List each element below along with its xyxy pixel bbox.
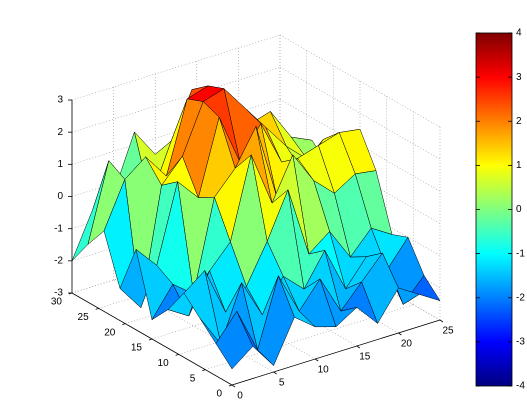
colorbar-tick-label: -3 — [516, 337, 525, 348]
grid-line — [279, 34, 441, 128]
x-tick — [314, 358, 319, 362]
y-tick — [122, 323, 126, 326]
colorbar-tick-label: 0 — [516, 204, 522, 215]
y-tick-label: 30 — [51, 297, 63, 308]
z-tick-label: -1 — [54, 223, 63, 234]
x-tick — [439, 319, 444, 323]
colorbar-tick-label: 1 — [516, 160, 522, 171]
x-tick — [356, 345, 361, 349]
z-tick-label: 0 — [57, 191, 63, 202]
y-tick — [175, 353, 179, 356]
colorbar-tick-label: -4 — [516, 381, 525, 392]
x-tick — [273, 371, 277, 375]
colorbar-tick-label: 4 — [516, 28, 522, 39]
grid-line — [71, 34, 281, 101]
y-tick — [148, 338, 153, 341]
x-axis — [231, 319, 441, 386]
colorbar-tick-label: -1 — [516, 248, 525, 259]
y-tick-label: 10 — [158, 358, 170, 369]
y-tick — [95, 307, 99, 310]
z-tick-label: -3 — [54, 288, 63, 299]
surface-cell — [215, 311, 254, 370]
colorbar-tick-label: 3 — [516, 72, 522, 83]
x-tick — [231, 384, 236, 388]
y-tick-label: 20 — [104, 327, 116, 338]
colorbar — [475, 32, 513, 387]
z-tick-label: 3 — [57, 95, 63, 106]
y-tick-label: 15 — [131, 343, 143, 354]
x-tick-label: 10 — [318, 365, 330, 376]
x-tick-label: 15 — [359, 352, 371, 363]
grid-line — [71, 66, 281, 133]
y-tick — [228, 384, 233, 387]
x-tick-label: 20 — [401, 339, 413, 350]
x-tick-label: 0 — [237, 391, 243, 402]
y-tick — [202, 369, 206, 372]
z-tick-label: 1 — [57, 159, 63, 170]
y-tick-label: 25 — [78, 312, 90, 323]
y-tick-label: 0 — [216, 389, 222, 400]
colorbar-tick-label: -2 — [516, 292, 525, 303]
z-tick-label: 2 — [57, 127, 63, 138]
grid-line — [279, 66, 441, 160]
x-tick-label: 5 — [279, 378, 285, 389]
x-tick — [398, 332, 402, 336]
y-tick-label: 5 — [190, 373, 196, 384]
z-tick-label: -2 — [54, 255, 63, 266]
grid-line — [279, 99, 441, 192]
colorbar-tick-label: 2 — [516, 116, 522, 127]
x-tick-label: 25 — [442, 326, 454, 337]
